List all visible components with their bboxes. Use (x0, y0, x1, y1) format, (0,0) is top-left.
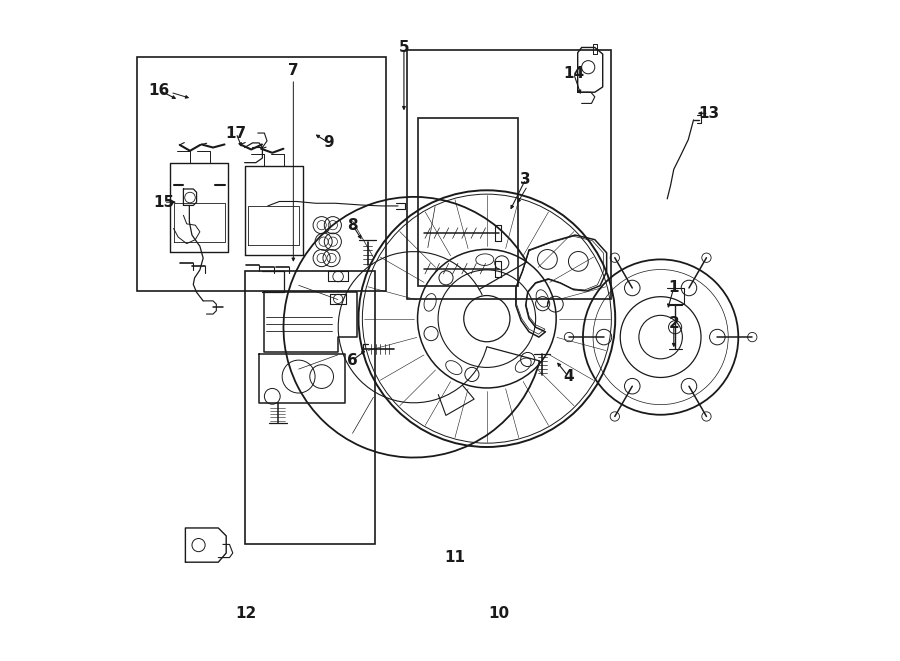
Text: 9: 9 (324, 136, 334, 151)
Text: 13: 13 (698, 106, 719, 121)
Text: 5: 5 (399, 40, 410, 55)
Bar (138, 58, 386, 291)
Text: 16: 16 (148, 83, 170, 98)
Text: 8: 8 (347, 217, 358, 233)
Text: 3: 3 (520, 172, 531, 186)
Bar (418, 118, 518, 286)
Text: 15: 15 (153, 194, 175, 210)
Text: 11: 11 (445, 550, 466, 565)
Text: 17: 17 (226, 126, 247, 141)
Bar (245, 271, 375, 545)
Text: 7: 7 (288, 63, 299, 78)
Text: 14: 14 (563, 66, 584, 81)
Text: 1: 1 (669, 280, 679, 295)
Text: 10: 10 (489, 606, 510, 621)
Text: 4: 4 (563, 369, 574, 384)
Bar (407, 50, 611, 299)
Text: 6: 6 (347, 352, 358, 368)
Text: 2: 2 (669, 317, 680, 331)
Text: 12: 12 (235, 606, 256, 621)
